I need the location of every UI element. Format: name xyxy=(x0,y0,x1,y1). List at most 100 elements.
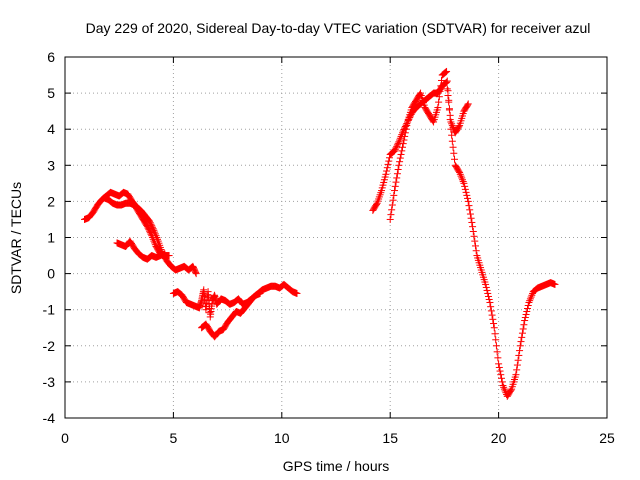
data-point-fill xyxy=(455,167,463,175)
data-point-fill xyxy=(398,143,406,151)
data-point-fill xyxy=(507,386,515,394)
data-point xyxy=(443,67,451,75)
data-point-fill xyxy=(398,131,406,139)
data-point xyxy=(434,104,442,112)
axis-ticks: 0 5 10 15 20 25 -4 -3 -2 -1 0 1 2 3 4 5 6 xyxy=(43,49,615,446)
data-point xyxy=(551,280,559,288)
data-point-fill xyxy=(148,223,156,231)
data-point-fill xyxy=(396,154,404,162)
data-point-fill xyxy=(526,297,534,305)
data-point-fill xyxy=(487,307,495,315)
data-point-fill xyxy=(498,378,506,386)
x-tick-label: 25 xyxy=(599,430,615,446)
data-point-fill xyxy=(455,123,463,131)
data-point xyxy=(490,324,498,332)
data-point-fill xyxy=(451,155,459,163)
data-point xyxy=(165,252,173,260)
data-point-fill xyxy=(492,342,500,350)
data-point-fill xyxy=(146,229,154,237)
data-point xyxy=(192,270,200,278)
data-point-fill xyxy=(383,167,391,175)
data-point-fill xyxy=(457,172,465,180)
data-point-fill xyxy=(497,374,505,382)
data-point-fill xyxy=(490,320,498,328)
data-point-fill xyxy=(393,174,401,182)
data-point-fill xyxy=(448,131,456,139)
data-point-fill xyxy=(151,228,159,236)
data-point-fill xyxy=(458,174,466,182)
data-point xyxy=(391,147,399,155)
data-point-fill xyxy=(403,122,411,130)
y-tick-label: -2 xyxy=(43,338,56,354)
data-point-fill xyxy=(450,149,458,157)
data-point-fill xyxy=(444,87,452,95)
data-point xyxy=(293,289,301,297)
data-point-fill xyxy=(385,154,393,162)
data-point-fill xyxy=(147,230,155,238)
data-point-fill xyxy=(429,117,437,125)
x-tick-label: 20 xyxy=(491,430,507,446)
data-point-fill xyxy=(416,90,424,98)
data-marks xyxy=(81,67,559,400)
data-point-fill xyxy=(520,321,528,329)
data-point-fill xyxy=(524,301,532,309)
data-point xyxy=(460,179,468,187)
data-point-fill xyxy=(492,336,500,344)
y-axis-label: SDTVAR / TECUs xyxy=(8,182,24,294)
data-point-fill xyxy=(392,144,400,152)
data-point-fill xyxy=(393,141,401,149)
data-point-fill xyxy=(493,348,501,356)
data-point-fill xyxy=(442,79,450,87)
data-point-fill xyxy=(519,325,527,333)
data-point xyxy=(382,170,390,178)
data-point-fill xyxy=(462,188,470,196)
data-point-fill xyxy=(528,291,536,299)
data-point xyxy=(469,223,477,231)
data-point-fill xyxy=(148,234,156,241)
data-point xyxy=(486,298,494,306)
y-tick-label: 1 xyxy=(47,230,55,246)
data-point xyxy=(391,187,399,195)
data-point-fill xyxy=(467,214,475,222)
data-point-fill xyxy=(192,268,200,276)
data-point-fill xyxy=(390,191,398,199)
data-point xyxy=(512,371,520,379)
data-point-fill xyxy=(458,176,466,184)
data-point-fill xyxy=(523,308,531,316)
data-point-fill xyxy=(466,210,474,218)
data-point-fill xyxy=(463,191,471,199)
data-point-fill xyxy=(494,354,502,362)
data-point xyxy=(464,197,472,205)
y-tick-label: 6 xyxy=(47,49,55,65)
data-point xyxy=(482,280,490,288)
data-point-fill xyxy=(385,157,393,165)
data-point-fill xyxy=(497,371,505,379)
data-point-fill xyxy=(149,235,157,243)
data-point-fill xyxy=(448,122,456,130)
data-point xyxy=(161,250,169,258)
y-tick-label: 3 xyxy=(47,157,55,173)
data-point-fill xyxy=(384,160,392,168)
data-point-fill xyxy=(472,247,480,255)
data-point-fill xyxy=(389,196,397,204)
data-point-fill xyxy=(522,311,530,319)
data-point-fill xyxy=(516,347,524,355)
data-point-fill xyxy=(527,293,535,301)
data-point-fill xyxy=(471,237,479,245)
x-tick-label: 15 xyxy=(382,430,398,446)
data-point-fill xyxy=(485,295,493,303)
data-point-fill xyxy=(151,241,159,249)
data-point-fill xyxy=(489,315,497,323)
data-point-fill xyxy=(151,239,159,247)
data-point-fill xyxy=(441,69,449,77)
data-point-fill xyxy=(445,106,453,114)
data-point-fill xyxy=(387,211,395,219)
data-point-fill xyxy=(401,132,409,140)
y-tick-label: 4 xyxy=(47,121,55,137)
data-point xyxy=(395,161,403,169)
data-point-fill xyxy=(483,286,491,294)
data-point-fill xyxy=(491,330,499,338)
data-point-fill xyxy=(372,200,380,208)
data-point xyxy=(495,360,503,368)
